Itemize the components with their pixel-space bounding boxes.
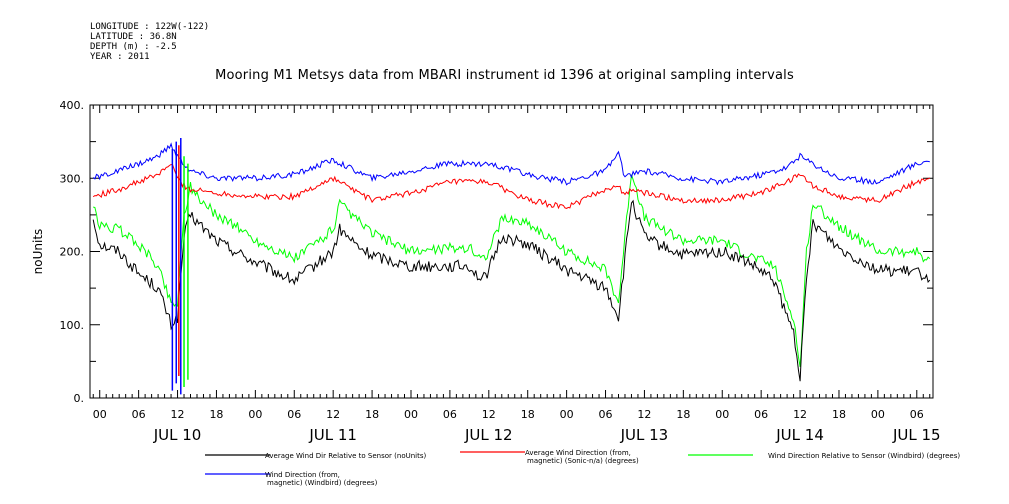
x-tick-label: 06 [287, 408, 301, 421]
x-tick-label: 12 [637, 408, 651, 421]
y-tick-label: 100. [60, 319, 85, 332]
x-day-label: JUL 10 [153, 426, 202, 444]
x-tick-label: 06 [754, 408, 768, 421]
x-tick-label: 06 [132, 408, 146, 421]
series-line-4 [92, 142, 930, 186]
x-tick-label: 12 [326, 408, 340, 421]
legend-label: Average Wind Dir Relative to Sensor (noU… [265, 452, 426, 460]
x-day-label: JUL 11 [308, 426, 357, 444]
year-text: YEAR : 2011 [90, 52, 150, 62]
x-tick-label: 06 [599, 408, 613, 421]
x-tick-label: 00 [715, 408, 729, 421]
longitude-text: LONGITUDE : 122W(-122) [90, 22, 210, 32]
legend-label-line2: magnetic) (Windbird) (degrees) [267, 479, 378, 487]
legend-label: Average Wind Direction (from, [525, 449, 631, 457]
y-tick-label: 400. [60, 99, 85, 112]
series-line-1 [92, 199, 931, 382]
chart-title: Mooring M1 Metsys data from MBARI instru… [215, 68, 794, 83]
x-tick-label: 18 [676, 408, 690, 421]
latitude-text: LATITUDE : 36.8N [90, 32, 177, 42]
x-tick-label: 12 [793, 408, 807, 421]
y-tick-label: 300. [60, 172, 85, 185]
x-tick-label: 12 [171, 408, 185, 421]
depth-text: DEPTH (m) : -2.5 [90, 42, 177, 52]
x-day-label: JUL 13 [620, 426, 669, 444]
x-tick-label: 00 [93, 408, 107, 421]
legend-label: Wind Direction (from, [265, 471, 340, 479]
legend-label-line2: magnetic) (Sonic-n/a) (degrees) [527, 457, 639, 465]
y-tick-label: 200. [60, 246, 85, 259]
x-tick-label: 00 [248, 408, 262, 421]
x-day-label: JUL 14 [775, 426, 824, 444]
x-tick-label: 18 [365, 408, 379, 421]
x-day-label: JUL 12 [464, 426, 513, 444]
x-tick-label: 18 [209, 408, 223, 421]
x-tick-label: 18 [521, 408, 535, 421]
legend-label: Wind Direction Relative to Sensor (Windb… [768, 452, 960, 460]
y-axis-label: noUnits [31, 229, 45, 275]
y-tick-label: 0. [74, 392, 85, 405]
x-tick-label: 12 [482, 408, 496, 421]
series-line-3 [93, 174, 931, 367]
x-tick-label: 18 [832, 408, 846, 421]
x-tick-label: 00 [404, 408, 418, 421]
x-tick-label: 00 [560, 408, 574, 421]
x-tick-label: 00 [871, 408, 885, 421]
metadata-block: LONGITUDE : 122W(-122) LATITUDE : 36.8N … [90, 22, 209, 62]
x-tick-label: 06 [443, 408, 457, 421]
x-tick-label: 06 [910, 408, 924, 421]
series-line-2 [92, 163, 931, 210]
x-day-label: JUL 15 [892, 426, 941, 444]
